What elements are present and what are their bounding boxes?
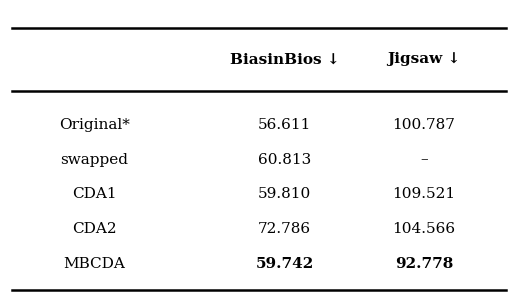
Text: –: – [420, 152, 428, 167]
Text: 59.742: 59.742 [256, 257, 314, 271]
Text: Original*: Original* [59, 118, 130, 132]
Text: 104.566: 104.566 [392, 222, 455, 236]
Text: 100.787: 100.787 [393, 118, 455, 132]
Text: 72.786: 72.786 [258, 222, 311, 236]
Text: 60.813: 60.813 [258, 152, 311, 167]
Text: MBCDA: MBCDA [63, 257, 125, 271]
Text: CDA1: CDA1 [72, 187, 117, 201]
Text: 92.778: 92.778 [395, 257, 453, 271]
Text: BiasinBios ↓: BiasinBios ↓ [230, 52, 340, 66]
Text: Jigsaw ↓: Jigsaw ↓ [387, 52, 461, 66]
Text: swapped: swapped [60, 152, 128, 167]
Text: CDA2: CDA2 [72, 222, 117, 236]
Text: 59.810: 59.810 [258, 187, 311, 201]
Text: 56.611: 56.611 [258, 118, 311, 132]
Text: 109.521: 109.521 [392, 187, 455, 201]
